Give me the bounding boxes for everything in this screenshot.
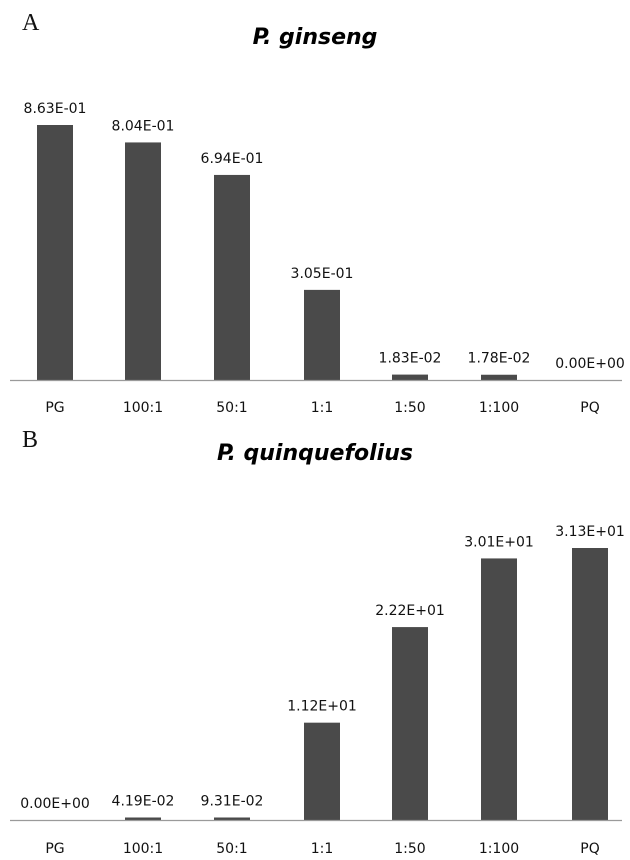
panel-a-bar-3 <box>304 289 340 380</box>
panel-a-bar-5 <box>481 374 517 380</box>
panel-b-value-labels: 0.00E+00 4.19E-02 9.31E-02 1.12E+01 2.22E+01… <box>20 524 625 812</box>
panel-a-bar-1 <box>125 142 161 380</box>
panel-b-tick-label-3: 1:1 <box>311 841 334 857</box>
panel-a-tick-label-0: PG <box>45 400 64 416</box>
panel-b-bar-4 <box>392 627 428 820</box>
panel-a-tick-label-2: 50:1 <box>216 400 247 416</box>
panel-a-value-label-5: 1.78E-02 <box>468 351 531 367</box>
panel-b-value-label-6: 3.13E+01 <box>555 524 625 540</box>
panel-b-tick-label-2: 50:1 <box>216 841 247 857</box>
panel-b-tick-label-1: 100:1 <box>123 841 163 857</box>
panel-b-value-label-3: 1.12E+01 <box>287 699 357 715</box>
panel-a-value-label-1: 8.04E-01 <box>112 118 175 134</box>
panel-b-bar-5 <box>481 558 517 820</box>
panel-a-letter: A <box>22 10 40 36</box>
panel-a-tick-labels: PG 100:1 50:1 1:1 1:50 1:100 PQ <box>45 400 599 416</box>
panel-a-tick-label-3: 1:1 <box>311 400 334 416</box>
panel-b: B P. quinquefolius 0.00E+00 4.19E-02 9.31E… <box>10 427 625 857</box>
panel-b-bar-3 <box>304 722 340 820</box>
panel-a-value-label-2: 6.94E-01 <box>201 151 264 167</box>
panel-a-tick-label-5: 1:100 <box>479 400 519 416</box>
panel-a-tick-label-1: 100:1 <box>123 400 163 416</box>
panel-a-value-label-0: 8.63E-01 <box>24 101 87 117</box>
panel-a-bar-2 <box>214 174 250 380</box>
panel-a-value-labels: 8.63E-01 8.04E-01 6.94E-01 3.05E-01 1.83E-02… <box>24 101 625 372</box>
panel-b-bar-1 <box>125 817 161 820</box>
panel-b-letter: B <box>22 427 38 453</box>
panel-b-title: P. quinquefolius <box>217 441 413 466</box>
panel-b-bar-2 <box>214 817 250 820</box>
panel-a-bar-4 <box>392 374 428 380</box>
panel-b-value-label-0: 0.00E+00 <box>20 796 90 812</box>
panel-a-title: P. ginseng <box>253 25 378 50</box>
panel-a-tick-label-4: 1:50 <box>394 400 425 416</box>
panel-b-value-label-1: 4.19E-02 <box>112 794 175 810</box>
panel-b-bar-6 <box>572 548 608 820</box>
panel-a-bar-0 <box>37 125 73 380</box>
panel-b-tick-label-4: 1:50 <box>394 841 425 857</box>
panel-b-bars <box>125 548 608 820</box>
panel-b-tick-labels: PG 100:1 50:1 1:1 1:50 1:100 PQ <box>45 841 599 857</box>
panel-a-bars <box>37 125 517 380</box>
panel-b-value-label-4: 2.22E+01 <box>375 603 445 619</box>
panel-b-tick-label-0: PG <box>45 841 64 857</box>
panel-a-tick-label-6: PQ <box>580 400 599 416</box>
panel-a-value-label-4: 1.83E-02 <box>379 351 442 367</box>
panel-a-value-label-3: 3.05E-01 <box>291 266 354 282</box>
panel-b-value-label-2: 9.31E-02 <box>201 794 264 810</box>
panel-a: A P. ginseng 8.63E-01 8.04E-01 6.94E-01 3.0… <box>10 10 625 416</box>
panel-b-tick-label-6: PQ <box>580 841 599 857</box>
panel-b-tick-label-5: 1:100 <box>479 841 519 857</box>
panel-b-value-label-5: 3.01E+01 <box>464 534 534 550</box>
panel-a-value-label-6: 0.00E+00 <box>555 356 625 372</box>
